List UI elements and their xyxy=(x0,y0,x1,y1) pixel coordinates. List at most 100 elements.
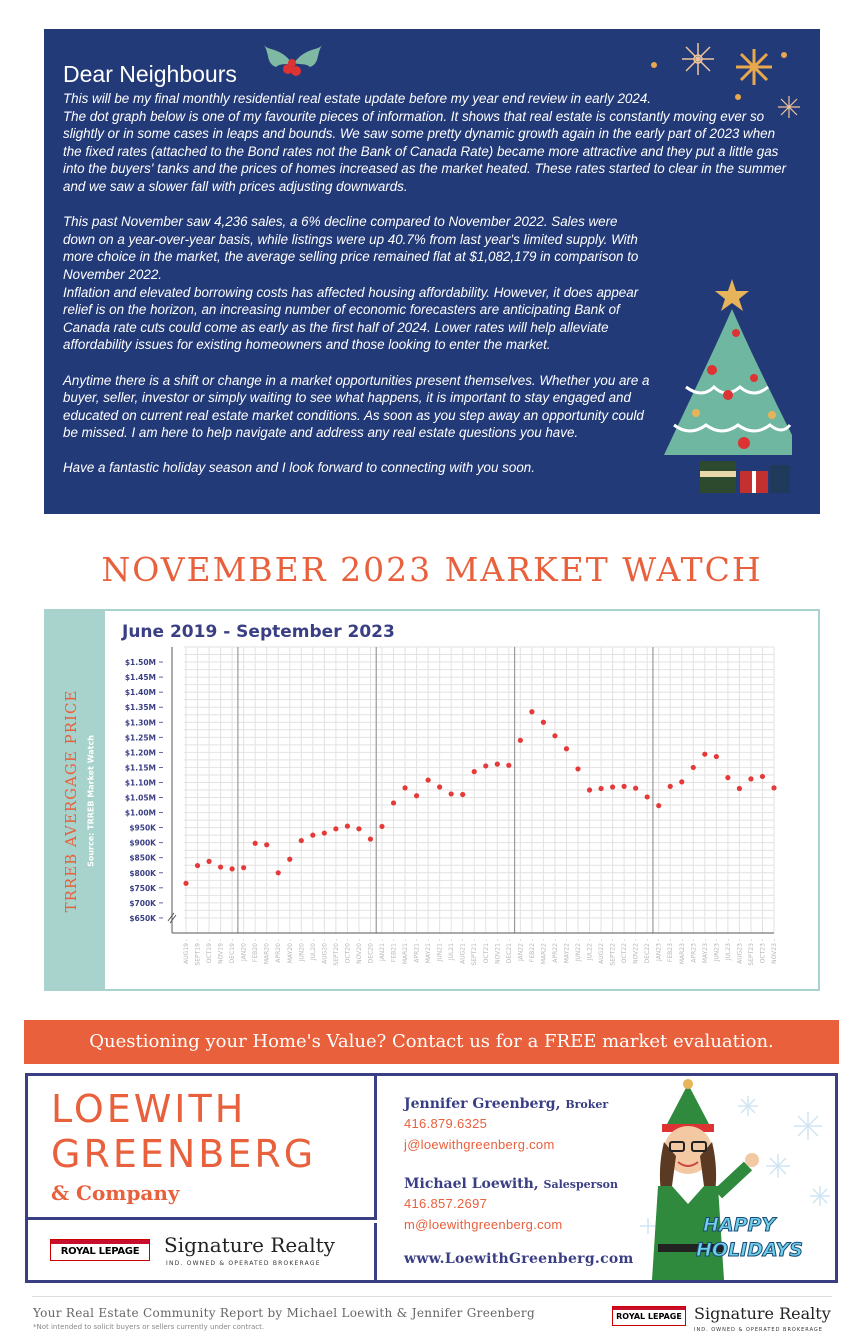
data-point xyxy=(264,842,270,848)
data-point xyxy=(390,800,397,806)
data-point xyxy=(298,837,304,844)
letter-paragraph: Anytime there is a shift or change in a … xyxy=(63,372,650,441)
x-tick-label: NOV23 - xyxy=(771,939,778,964)
y-tick-label: $850K xyxy=(129,854,157,863)
x-tick-label: OCT21 - xyxy=(483,939,490,963)
x-tick-label: NOV21 - xyxy=(494,939,501,964)
x-tick-label: DEC20 - xyxy=(367,939,374,963)
footer-signature-realty: Signature Realty xyxy=(694,1304,831,1323)
x-tick-label: JUL22 - xyxy=(587,939,594,961)
x-tick-label: MAY21 - xyxy=(425,939,432,963)
footer-signature-sub: IND. OWNED & OPERATED BROKERAGE xyxy=(694,1327,823,1333)
agent-phone[interactable]: 416.857.2697 xyxy=(404,1196,488,1211)
data-point xyxy=(609,784,616,790)
x-tick-label: JUN22 - xyxy=(575,939,582,962)
chart-title: June 2019 - September 2023 xyxy=(122,622,395,642)
royal-lepage-logo: ROYAL LEPAGE xyxy=(50,1239,150,1261)
y-tick-label: $950K xyxy=(129,824,157,833)
x-tick-label: FEB23 - xyxy=(667,939,674,962)
data-point xyxy=(310,832,316,838)
x-tick-label: OCT23 - xyxy=(759,939,766,963)
dot-icon xyxy=(651,62,657,68)
y-tick-label: $1.10M xyxy=(125,778,156,787)
agent-name: Michael Loewith, Salesperson xyxy=(404,1176,619,1192)
axis-break-icon xyxy=(167,912,177,924)
x-tick-label: JUN20 - xyxy=(298,939,305,962)
x-tick-label: NOV20 - xyxy=(356,939,363,964)
x-tick-label: AUG20 - xyxy=(321,939,328,964)
letter-paragraph: This will be my final monthly residentia… xyxy=(63,91,787,194)
agent-phone[interactable]: 416.879.6325 xyxy=(404,1116,488,1131)
data-point xyxy=(736,785,743,792)
data-point xyxy=(344,823,351,829)
footer-disclaimer: *Not intended to solicit buyers or selle… xyxy=(33,1323,265,1331)
x-tick-label: MAY23 - xyxy=(702,939,709,963)
y-tick-label: $900K xyxy=(129,839,157,848)
signature-realty-text: Signature Realty xyxy=(164,1233,335,1257)
agent-email[interactable]: m@loewithgreenberg.com xyxy=(404,1217,563,1232)
y-tick-label: $1.30M xyxy=(125,718,156,727)
data-point xyxy=(529,709,535,715)
chart-frame: TRREB AVERGAGE PRICE Source: TRREB Marke… xyxy=(44,609,820,991)
data-point xyxy=(252,840,258,846)
happy-text: HAPPY xyxy=(703,1214,777,1236)
x-tick-label: FEB20 - xyxy=(252,939,259,962)
data-point xyxy=(586,787,593,793)
data-point xyxy=(713,753,719,760)
data-point xyxy=(425,777,431,783)
data-point xyxy=(656,803,662,809)
x-tick-label: JAN20 - xyxy=(241,939,248,962)
data-point xyxy=(690,764,696,771)
chart-sidebar: TRREB AVERGAGE PRICE Source: TRREB Marke… xyxy=(46,611,105,989)
x-tick-label: JUN21 - xyxy=(437,939,444,962)
x-tick-label: MAY22 - xyxy=(563,939,570,963)
data-point xyxy=(194,862,201,869)
x-tick-label: AUG23 - xyxy=(736,939,743,964)
x-tick-label: SEPT21 - xyxy=(471,939,478,966)
y-tick-label: $1.45M xyxy=(125,673,156,682)
royal-lepage-text: ROYAL LEPAGE xyxy=(60,1246,140,1257)
data-point xyxy=(667,783,673,789)
data-point xyxy=(287,856,293,862)
data-point xyxy=(725,775,731,781)
x-tick-label: OCT19 - xyxy=(206,939,213,963)
x-tick-label: APR23 - xyxy=(690,939,697,963)
y-tick-label: $1.00M xyxy=(125,809,156,818)
signature-realty-sub: IND. OWNED & OPERATED BROKERAGE xyxy=(166,1260,321,1267)
x-tick-label: JUL20 - xyxy=(310,939,317,961)
x-tick-label: DEC19 - xyxy=(229,939,236,963)
agent-email[interactable]: j@loewithgreenberg.com xyxy=(404,1137,555,1152)
data-point xyxy=(759,773,766,780)
x-tick-label: JUL23 - xyxy=(725,939,732,961)
y-tick-label: $1.20M xyxy=(125,748,156,757)
y-tick-label: $1.15M xyxy=(125,763,156,772)
letter-greeting: Dear Neighbours xyxy=(63,61,237,87)
x-tick-label: DEC22 - xyxy=(644,939,651,963)
elf-illustration: HAPPY HOLIDAYS xyxy=(640,1079,830,1280)
data-point xyxy=(402,785,408,791)
x-tick-label: NOV19 - xyxy=(218,939,225,964)
y-tick-label: $650K xyxy=(129,914,157,923)
x-tick-label: JUL21 - xyxy=(448,939,455,961)
brand-line-2: GREENBERG xyxy=(51,1132,317,1176)
website-link[interactable]: www.LoewithGreenberg.com xyxy=(404,1251,634,1267)
contact-block: LOEWITH GREENBERG & Company ROYAL LEPAGE… xyxy=(25,1073,838,1283)
brand-box: LOEWITH GREENBERG & Company xyxy=(28,1076,377,1220)
dot-icon xyxy=(781,52,787,58)
data-point xyxy=(621,783,627,789)
data-point xyxy=(540,719,547,725)
data-point xyxy=(494,761,500,767)
data-point xyxy=(575,766,581,772)
x-tick-label: MAR22 - xyxy=(540,939,547,964)
footer-rule xyxy=(32,1296,832,1297)
x-tick-label: JAN23 - xyxy=(656,939,663,962)
x-tick-label: APR21 - xyxy=(414,939,421,963)
footer-royal-lepage-logo: ROYAL LEPAGE xyxy=(612,1306,686,1326)
cta-banner[interactable]: Questioning your Home's Value? Contact u… xyxy=(24,1020,839,1064)
y-tick-label: $1.25M xyxy=(125,733,156,742)
holidays-text: HOLIDAYS xyxy=(696,1239,803,1261)
data-point xyxy=(356,826,362,832)
letter-panel: Dear Neighbours This will be my final mo… xyxy=(44,29,820,514)
x-tick-label: MAR20 - xyxy=(264,939,271,964)
data-point xyxy=(771,785,777,791)
